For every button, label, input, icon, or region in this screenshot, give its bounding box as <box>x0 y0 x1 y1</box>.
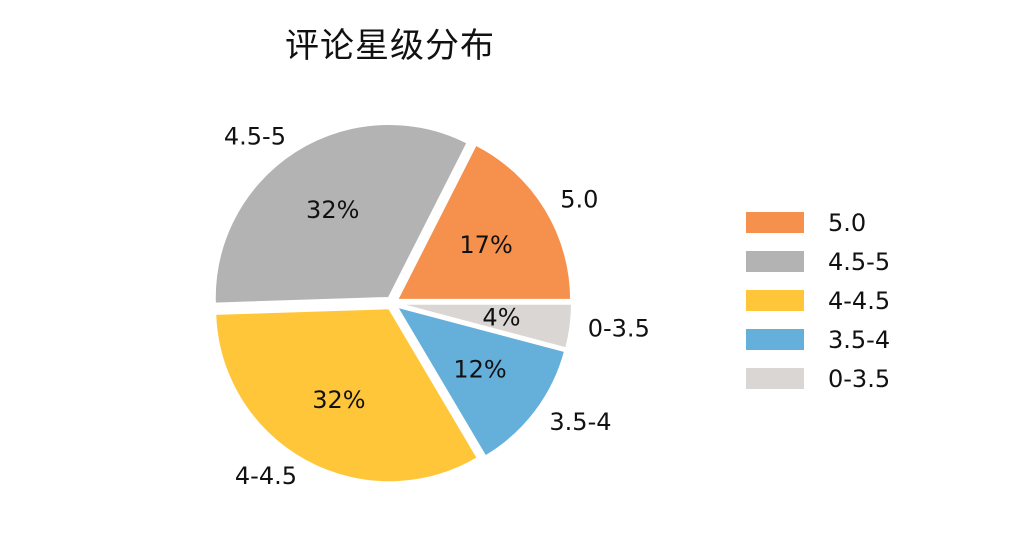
pie-category-label: 5.0 <box>560 186 598 214</box>
pie-percent-label: 32% <box>306 196 359 224</box>
pie-percent-label: 17% <box>459 231 512 259</box>
pie-slices <box>213 123 573 484</box>
pie-percent-label: 32% <box>312 386 365 414</box>
legend-swatch <box>746 329 804 350</box>
chart-legend: 5.0 4.5-5 4-4.5 3.5-4 0-3.5 <box>746 209 890 393</box>
legend-label: 5.0 <box>828 209 866 237</box>
pie-slice-3.5-4 <box>394 305 567 458</box>
legend-label: 3.5-4 <box>828 326 890 354</box>
pie-category-label: 4.5-5 <box>224 122 286 150</box>
pie-category-label: 4-4.5 <box>235 462 297 490</box>
pie-slice-5.0 <box>395 143 573 301</box>
legend-swatch <box>746 212 804 233</box>
pie-labels: 17% 5.0 32% 4.5-5 32% 4-4.5 12% 3.5-4 4% 0-3.5 <box>224 122 650 490</box>
legend-swatch <box>746 251 804 272</box>
pie-slice-4.5-5 <box>213 123 469 305</box>
legend-swatch <box>746 368 804 389</box>
pie-category-label: 3.5-4 <box>549 408 611 436</box>
legend-swatch <box>746 290 804 311</box>
chart-title: 评论星级分布 <box>285 26 495 66</box>
pie-slice-0-3.5 <box>397 302 573 350</box>
pie-category-label: 0-3.5 <box>588 315 650 343</box>
legend-label: 4-4.5 <box>828 287 890 315</box>
legend-label: 4.5-5 <box>828 248 890 276</box>
legend-label: 0-3.5 <box>828 365 890 393</box>
pie-percent-label: 4% <box>482 303 520 331</box>
pie-slice-4-4.5 <box>214 307 480 484</box>
pie-percent-label: 12% <box>453 356 506 384</box>
